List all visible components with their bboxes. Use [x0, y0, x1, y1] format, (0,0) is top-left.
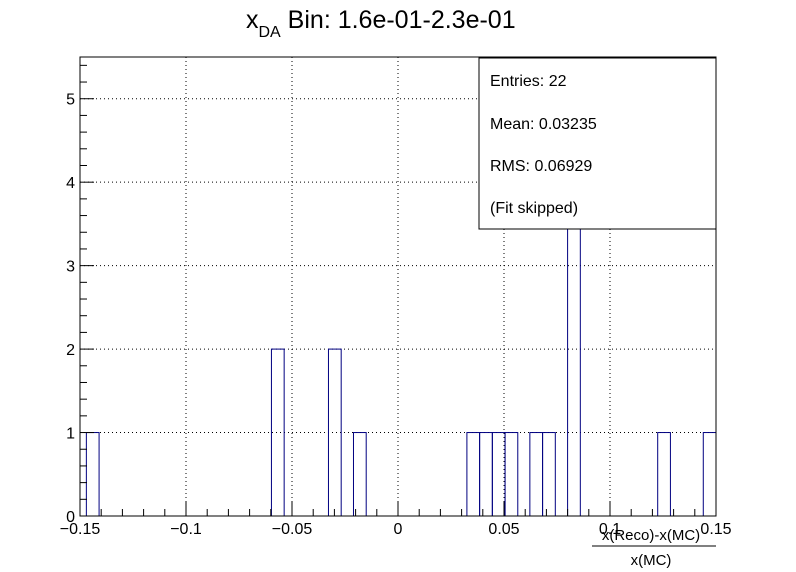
- stats-mean: Mean: 0.03235: [490, 116, 597, 133]
- y-tick-label: 5: [66, 92, 75, 109]
- x-tick-label: −0.1: [170, 521, 202, 538]
- histogram-bar: [466, 432, 481, 517]
- y-tick-label: 1: [66, 426, 75, 443]
- stats-fit: (Fit skipped): [490, 200, 578, 217]
- histogram-bar: [567, 181, 581, 517]
- x-tick-label: 0.05: [488, 521, 519, 538]
- histogram-bar: [270, 348, 285, 517]
- x-tick-label: 0.1: [599, 521, 621, 538]
- x-tick-label: 0: [394, 521, 403, 538]
- x-tick-label: −0.15: [60, 521, 101, 538]
- x-tick-label: −0.05: [272, 521, 313, 538]
- axes: [79, 56, 717, 517]
- histogram-bar: [657, 432, 671, 517]
- histogram-bar: [327, 348, 342, 517]
- title-main-text: x: [246, 6, 259, 34]
- chart-title: xDA Bin: 1.6e-01-2.3e-01: [246, 6, 516, 41]
- histogram-bar: [85, 432, 100, 517]
- stats-box: Entries: 22 Mean: 0.03235 RMS: 0.06929 (…: [478, 57, 717, 230]
- y-tick-label: 2: [66, 342, 75, 359]
- y-tick-label: 0: [66, 509, 75, 526]
- stats-box-frame: [478, 57, 717, 230]
- x-axis-title-denominator: x(MC): [631, 552, 672, 569]
- y-tick-label: 4: [66, 175, 75, 192]
- title-rest-text: Bin: 1.6e-01-2.3e-01: [281, 6, 516, 34]
- histogram-bar: [702, 432, 717, 517]
- histogram-bar: [529, 432, 544, 517]
- x-axis-title-numerator: x(Reco)-x(MC): [602, 527, 700, 544]
- x-axis-title: x(Reco)-x(MC) x(MC): [592, 527, 716, 569]
- tick-labels: −0.15 −0.1 −0.05 0 0.05 0.1 0.15 0 1 2 3 4 5: [60, 92, 732, 538]
- histogram-bar: [504, 432, 519, 517]
- histogram-bar: [542, 432, 556, 517]
- histogram-bar: [352, 432, 367, 517]
- x-tick-label: 0.15: [700, 521, 731, 538]
- title-subscript: DA: [259, 24, 282, 41]
- stats-entries: Entries: 22: [490, 73, 567, 90]
- histogram-bar: [491, 432, 506, 517]
- y-tick-label: 3: [66, 259, 75, 276]
- stats-rms: RMS: 0.06929: [490, 158, 592, 175]
- histogram-bar: [479, 432, 493, 517]
